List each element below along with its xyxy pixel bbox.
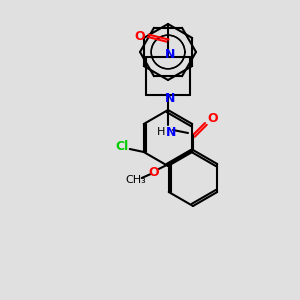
Text: H: H — [157, 127, 165, 137]
Text: N: N — [166, 125, 176, 139]
Text: O: O — [148, 166, 159, 178]
Text: N: N — [165, 92, 175, 106]
Text: Cl: Cl — [115, 140, 128, 154]
Text: CH₃: CH₃ — [125, 175, 146, 185]
Text: O: O — [135, 31, 145, 44]
Text: N: N — [165, 49, 175, 62]
Text: O: O — [208, 112, 218, 125]
